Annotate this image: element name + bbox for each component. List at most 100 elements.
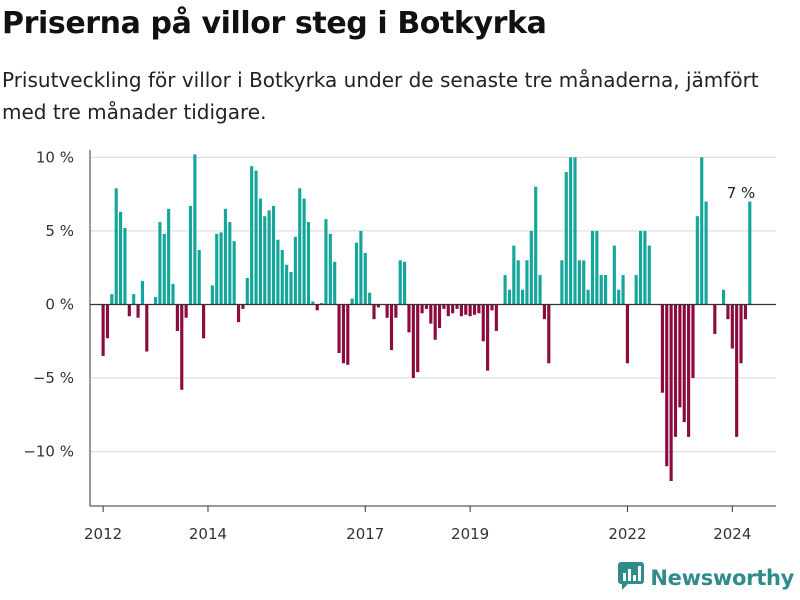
bar [145, 304, 149, 352]
bar [704, 201, 708, 305]
x-tick-label: 2022 [608, 525, 646, 543]
bar [713, 304, 717, 334]
bar [359, 230, 363, 305]
x-tick-label: 2014 [189, 525, 227, 543]
bar [687, 304, 691, 437]
bar [424, 304, 429, 309]
newsworthy-logo-icon [618, 562, 645, 594]
bar [595, 230, 599, 305]
bar [263, 216, 267, 305]
bar [223, 208, 228, 305]
bar [241, 304, 245, 309]
x-tick-label: 2024 [713, 525, 751, 543]
bar [529, 230, 533, 305]
bar [171, 283, 175, 305]
x-tick-label: 2012 [84, 525, 122, 543]
bar [354, 242, 359, 305]
bar [210, 285, 214, 305]
bar [512, 245, 516, 305]
bar [490, 304, 494, 311]
bar [573, 157, 577, 305]
bar [132, 294, 136, 305]
bar [271, 205, 276, 305]
bar [743, 304, 747, 320]
bar [560, 260, 564, 305]
bar [538, 275, 542, 305]
bar [267, 210, 271, 305]
bar [599, 275, 603, 305]
y-tick-label: 10 % [36, 148, 74, 166]
bar [363, 252, 367, 305]
bar [472, 304, 477, 315]
bar [127, 304, 131, 317]
bar [643, 230, 647, 305]
x-tick-label: 2017 [346, 525, 384, 543]
bar [691, 304, 695, 379]
bar [726, 304, 730, 320]
bar [175, 304, 179, 331]
bar [617, 289, 621, 305]
y-tick-label: 0 % [45, 295, 74, 313]
bar [140, 280, 145, 305]
bar [119, 211, 123, 305]
bar [245, 277, 249, 305]
bar [577, 260, 581, 305]
bar [437, 304, 442, 328]
bar [324, 219, 328, 305]
bar [136, 304, 140, 318]
bar [695, 216, 699, 305]
bar [442, 304, 446, 309]
bar [311, 301, 315, 305]
y-tick-label: −10 % [23, 443, 74, 461]
bar [678, 304, 682, 408]
bar [621, 275, 625, 305]
bar [219, 232, 223, 305]
bar [403, 261, 407, 305]
bar [350, 298, 354, 305]
bar [647, 245, 651, 305]
bar [280, 250, 284, 305]
bar [293, 236, 297, 305]
bar [162, 233, 166, 305]
bar [389, 304, 394, 351]
bar [634, 275, 638, 305]
brand-name: Newsworthy [650, 566, 794, 590]
bar [477, 304, 481, 314]
bar [638, 230, 643, 305]
bar [158, 222, 162, 305]
bar [735, 304, 739, 437]
y-tick-label: −5 % [33, 369, 74, 387]
bar [669, 304, 673, 481]
bar [416, 304, 420, 373]
bar [420, 304, 424, 314]
bar [739, 304, 743, 364]
bar [385, 304, 389, 318]
bar [569, 157, 573, 305]
bar [306, 222, 311, 305]
bar [394, 304, 398, 318]
bar [547, 304, 551, 364]
bar [228, 222, 232, 305]
bar [202, 304, 206, 339]
bar [604, 275, 608, 305]
bar [429, 304, 433, 324]
bar [346, 304, 350, 365]
bar [582, 260, 586, 305]
bar [333, 261, 337, 305]
bar [376, 304, 380, 308]
chart-subtitle: Prisutveckling för villor i Botkyrka und… [2, 68, 759, 124]
bar [455, 304, 459, 309]
bar [748, 201, 752, 305]
bar [459, 304, 463, 317]
bar [481, 304, 485, 342]
bar [612, 245, 616, 305]
bar [542, 304, 546, 320]
bar [289, 272, 293, 305]
last-value-annotation: 7 % [727, 184, 756, 202]
bar [407, 304, 411, 333]
bar [521, 289, 525, 305]
bar [302, 198, 306, 305]
bar [298, 188, 302, 305]
bar [534, 186, 538, 305]
bars [101, 154, 752, 481]
